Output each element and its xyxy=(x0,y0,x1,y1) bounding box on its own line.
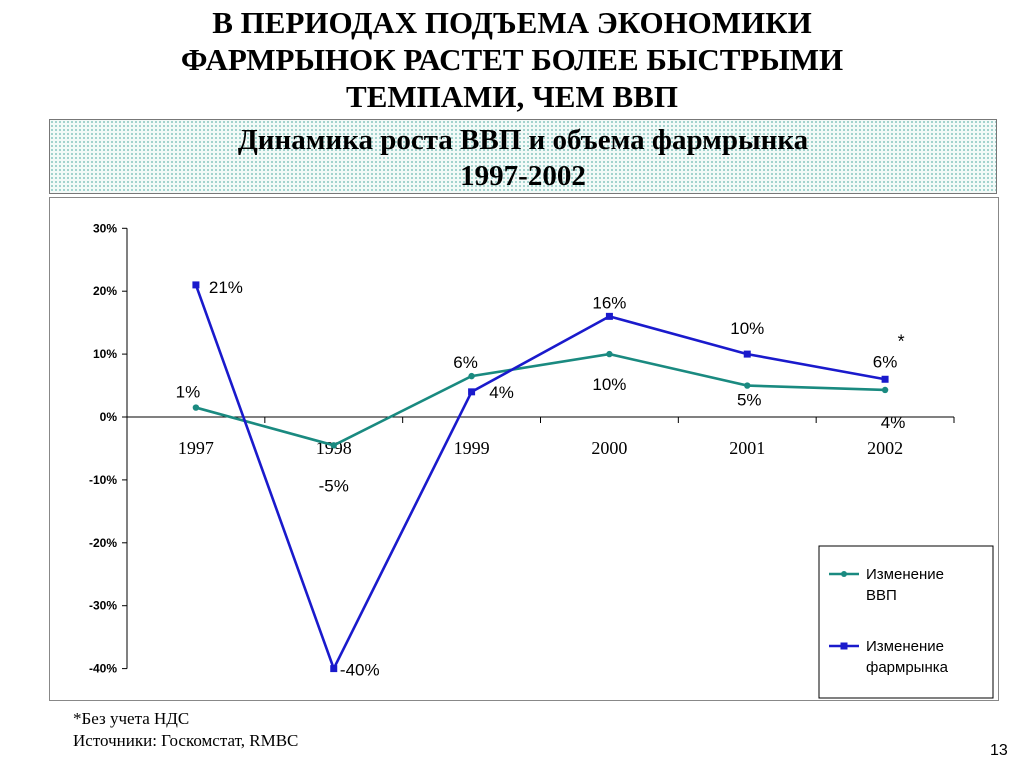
line-chart: 30%20%10%0%-10%-20%-30%-40%1997199819992… xyxy=(89,221,994,699)
pharma-label-2000: 16% xyxy=(592,293,626,312)
y-tick-label-2: 10% xyxy=(93,347,117,361)
slide-heading-line-1: В ПЕРИОДАХ ПОДЪЕМА ЭКОНОМИКИ xyxy=(212,5,812,40)
legend-label-gdp-0: Изменение xyxy=(866,566,944,583)
legend-label-pharma-0: Изменение xyxy=(866,638,944,655)
pharma-point-1997 xyxy=(192,281,200,289)
legend-label-pharma-1: фармрынка xyxy=(866,659,949,676)
pharma-label-2001: 10% xyxy=(730,319,764,338)
legend-box xyxy=(818,545,994,699)
x-tick-label-2001: 2001 xyxy=(729,438,765,458)
vat-asterisk: * xyxy=(898,331,905,351)
x-tick-label-2002: 2002 xyxy=(867,438,903,458)
page-number: 13 xyxy=(990,742,1008,759)
pharma-point-2000 xyxy=(605,312,613,320)
gdp-label-2000: 10% xyxy=(592,375,626,394)
footnote-note: *Без учета НДС xyxy=(73,709,190,728)
pharma-label-1997: 21% xyxy=(209,278,243,297)
chart-title-box: Динамика роста ВВП и объема фармрынка 19… xyxy=(49,119,997,194)
pharma-label-2002: 6% xyxy=(873,352,898,371)
chart-subtitle: 1997-2002 xyxy=(460,160,586,192)
footnote: *Без учета НДС Источники: Госкомстат, RM… xyxy=(73,708,298,752)
gdp-label-1997: 1% xyxy=(176,383,201,402)
chart-title: Динамика роста ВВП и объема фармрынка xyxy=(237,124,809,156)
series-line-gdp xyxy=(195,352,886,447)
gdp-label-1998: -5% xyxy=(319,476,349,495)
legend-marker-gdp xyxy=(841,571,847,577)
legend-marker-pharma xyxy=(840,642,848,650)
gdp-label-2001: 5% xyxy=(737,391,762,410)
slide-heading: В ПЕРИОДАХ ПОДЪЕМА ЭКОНОМИКИ ФАРМРЫНОК Р… xyxy=(0,4,1024,115)
x-tick-label-2000: 2000 xyxy=(591,438,627,458)
y-tick-label-0: 30% xyxy=(93,221,117,235)
y-tick-label-7: -40% xyxy=(89,662,117,676)
pharma-point-1998 xyxy=(330,665,338,673)
y-tick-label-3: 0% xyxy=(100,410,118,424)
y-tick-label-6: -30% xyxy=(89,599,117,613)
gdp-point-2002 xyxy=(881,386,889,394)
pharma-label-1998: -40% xyxy=(340,661,380,680)
x-tick-label-1999: 1999 xyxy=(454,438,490,458)
pharma-point-2001 xyxy=(743,350,751,358)
pharma-point-2002 xyxy=(881,375,889,383)
chart-frame: 30%20%10%0%-10%-20%-30%-40%1997199819992… xyxy=(49,197,999,701)
pharma-point-1999 xyxy=(468,388,476,396)
slide-heading-line-3: ТЕМПАМИ, ЧЕМ ВВП xyxy=(346,79,678,114)
slide-heading-line-2: ФАРМРЫНОК РАСТЕТ БОЛЕЕ БЫСТРЫМИ xyxy=(180,42,844,77)
y-tick-label-4: -10% xyxy=(89,473,117,487)
y-tick-label-1: 20% xyxy=(93,284,117,298)
series-line-pharma xyxy=(194,284,886,672)
gdp-label-2002: 4% xyxy=(881,413,906,432)
gdp-point-1999 xyxy=(468,372,475,380)
gdp-point-2001 xyxy=(744,382,751,389)
pharma-label-1999: 4% xyxy=(489,383,514,402)
legend-label-gdp-1: ВВП xyxy=(866,587,897,604)
y-tick-label-5: -20% xyxy=(89,536,117,550)
gdp-point-1997 xyxy=(192,404,200,411)
gdp-point-1998 xyxy=(330,442,337,449)
gdp-point-2000 xyxy=(606,350,613,358)
x-tick-label-1997: 1997 xyxy=(178,438,214,458)
footnote-sources: Источники: Госкомстат, RMBC xyxy=(73,731,299,750)
gdp-label-1999: 6% xyxy=(453,353,478,372)
